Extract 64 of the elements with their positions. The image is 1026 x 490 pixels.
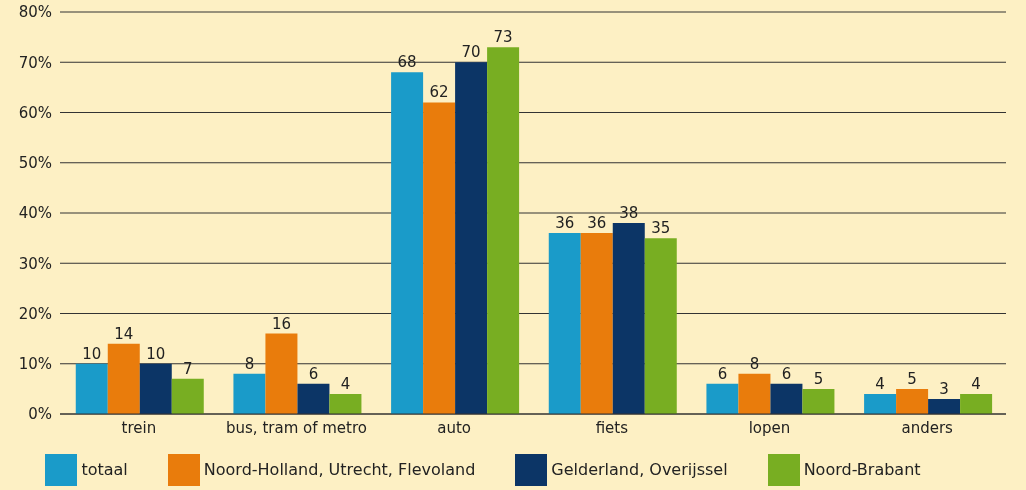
bar [139,363,172,414]
y-tick-label: 0% [28,405,52,424]
data-label: 7 [182,359,193,378]
y-tick-label: 30% [18,254,52,273]
data-label: 36 [555,214,575,233]
data-label: 10 [82,344,102,363]
x-tick-label: trein [121,418,157,437]
bar [612,223,645,414]
data-label: 5 [907,369,917,388]
x-tick-label: lopen [748,418,791,437]
bar [802,388,835,414]
bar [487,47,520,414]
bar [455,62,488,414]
y-tick-label: 70% [18,53,52,72]
bar [928,398,961,414]
data-label: 35 [651,219,671,238]
data-label: 6 [308,364,319,383]
bar [706,383,739,414]
data-label: 16 [271,314,291,333]
bar [265,333,298,414]
data-label: 5 [813,369,824,388]
legend-label: Noord-Brabant [803,459,921,479]
data-label: 4 [971,374,981,393]
bar [75,363,108,414]
bar [770,383,803,414]
data-label: 14 [114,324,134,343]
bar [580,233,613,414]
y-tick-label: 60% [18,103,52,122]
bar [548,233,581,414]
bar [896,388,929,414]
y-tick-label: 10% [18,355,52,374]
data-label: 73 [493,28,513,47]
x-tick-label: bus, tram of metro [226,418,367,437]
bar [423,102,456,414]
data-label: 4 [875,374,885,393]
data-label: 10 [146,344,166,363]
x-tick-label: auto [437,418,472,437]
x-tick-label: fiets [595,418,629,437]
data-label: 70 [461,43,481,62]
data-label: 38 [619,204,639,223]
bar [644,238,677,414]
data-label: 4 [340,374,351,393]
bar [171,378,204,414]
legend-label: totaal [81,459,128,479]
data-label: 62 [429,83,449,102]
x-tick-label: anders [901,418,954,437]
legend-label: Noord-Holland, Utrecht, Flevoland [203,459,476,479]
bar [297,383,330,414]
data-label: 36 [587,214,607,233]
data-label: 6 [717,364,728,383]
bar [391,72,424,414]
bar [960,393,993,414]
y-tick-label: 20% [18,304,52,323]
data-label: 3 [939,379,949,398]
data-label: 6 [781,364,792,383]
bar [233,373,266,414]
bar [738,373,771,414]
legend-label: Gelderland, Overijssel [551,459,728,479]
bar [329,393,362,414]
y-tick-label: 50% [18,154,52,173]
bar [107,343,140,414]
y-tick-label: 80% [18,3,52,22]
bar [864,393,897,414]
y-tick-label: 40% [18,204,52,223]
